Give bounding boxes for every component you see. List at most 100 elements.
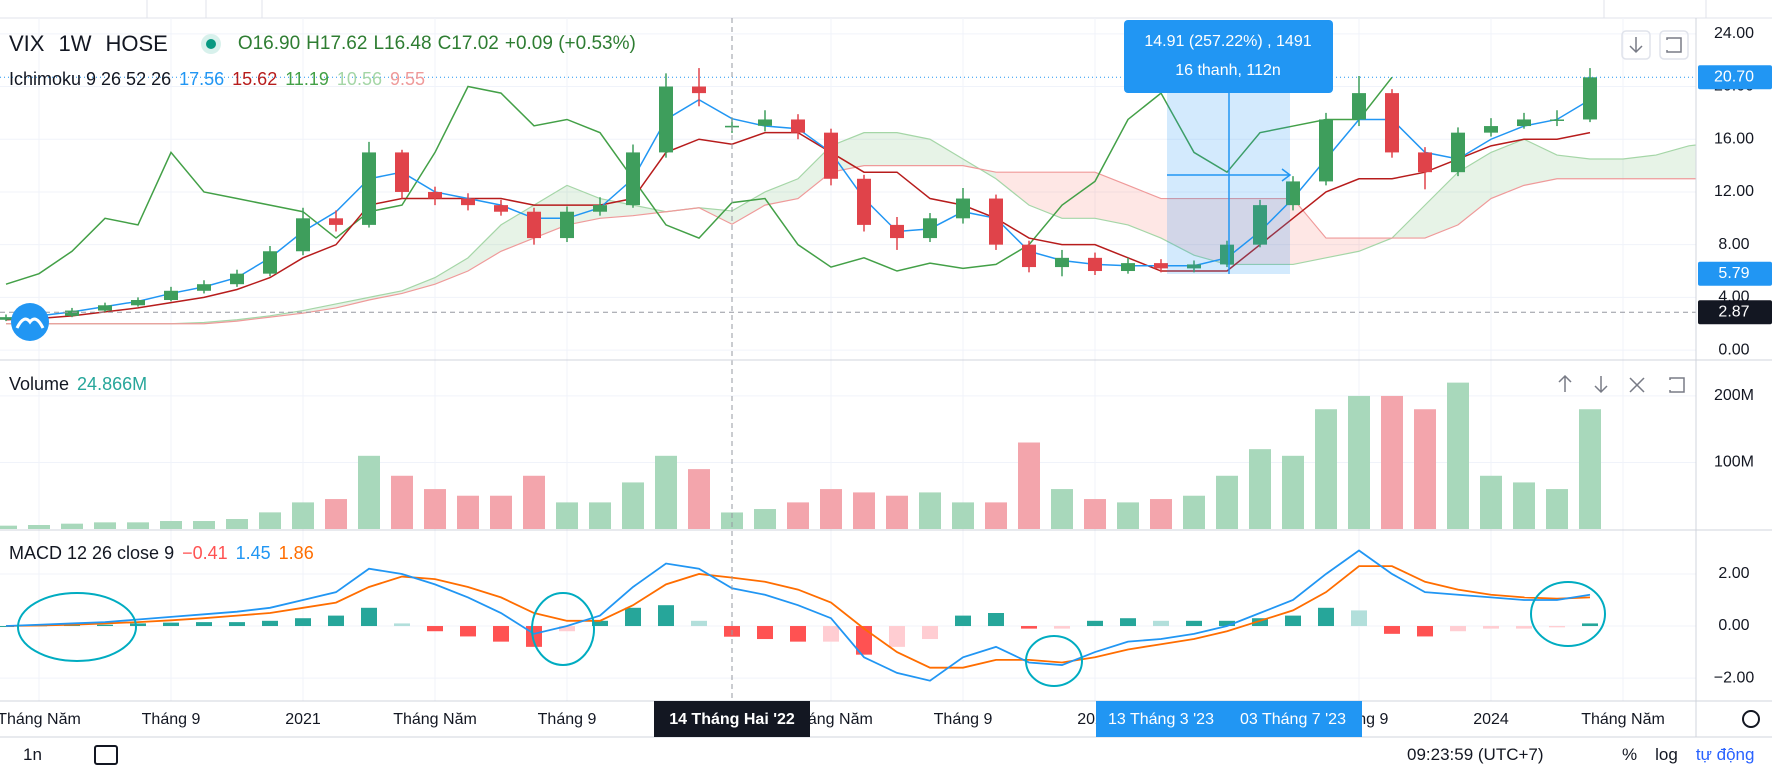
volume-bar	[1447, 382, 1469, 529]
measure-arrowhead	[1281, 168, 1292, 182]
histogram-bar	[1120, 618, 1136, 627]
x-tick-label: Tháng Năm	[1581, 711, 1665, 728]
price-label: 2.87	[1718, 303, 1749, 320]
calendar-icon[interactable]	[94, 745, 118, 765]
indicator-value: 1.86	[278, 543, 314, 563]
auto-button[interactable]: tự động	[1695, 745, 1755, 764]
volume-bar	[292, 502, 314, 529]
histogram-bar	[625, 607, 641, 627]
histogram-bar	[163, 622, 179, 627]
volume-bar	[61, 523, 83, 529]
histogram-bar	[1153, 620, 1169, 627]
measure-date-box	[1096, 701, 1362, 737]
volume-bar	[424, 489, 446, 529]
histogram-bar	[889, 626, 905, 647]
indicator-name: Ichimoku 9 26 52 26	[9, 69, 172, 89]
log-button[interactable]: log	[1655, 745, 1678, 764]
span-b-line	[6, 165, 1696, 325]
cloud-segment	[1227, 198, 1260, 265]
candle-body	[560, 211, 574, 239]
measure-text: 14.91 (257.22%) , 1491	[1144, 33, 1311, 50]
histogram-bar	[988, 613, 1004, 627]
histogram-bar	[1483, 626, 1499, 629]
candle-body	[527, 211, 541, 239]
settings-icon[interactable]	[1742, 710, 1760, 728]
indicator-value: 1.45	[235, 543, 271, 563]
candle-body	[1550, 119, 1564, 121]
time: 09:23:59 (UTC+7)	[1407, 745, 1544, 764]
histogram-bar	[1186, 620, 1202, 627]
cloud-segment	[1293, 198, 1326, 265]
histogram-bar	[361, 607, 377, 627]
range[interactable]: 1n	[23, 745, 42, 764]
histogram-bar	[823, 626, 839, 642]
volume-bar	[193, 521, 215, 529]
volume-bar	[556, 502, 578, 529]
candle-body	[1088, 257, 1102, 272]
percent-button[interactable]: %	[1622, 745, 1638, 764]
histogram-bar	[955, 615, 971, 627]
y-tick-label: 100M	[1714, 454, 1754, 471]
cloud-segment	[864, 132, 897, 166]
histogram-bar	[229, 622, 245, 627]
histogram-bar	[97, 624, 113, 627]
volume-bar	[1084, 499, 1106, 529]
cloud-segment	[1623, 155, 1656, 179]
y-tick-label: 12.00	[1714, 183, 1754, 200]
candle-body	[197, 284, 211, 291]
x-tick-label: Tháng 9	[142, 711, 201, 728]
histogram-bar	[691, 620, 707, 627]
y-tick-label: −2.00	[1714, 669, 1755, 686]
histogram-bar	[658, 605, 674, 627]
volume-bar	[1579, 409, 1601, 529]
cloud-segment	[501, 205, 534, 252]
price-label-box	[1698, 300, 1772, 325]
cloud-segment	[1557, 155, 1590, 179]
measure-date: 13 Tháng 3 '23	[1108, 711, 1214, 728]
range-button[interactable]: 1n	[23, 745, 42, 765]
histogram-bar	[559, 626, 575, 632]
volume-bar	[1249, 449, 1271, 529]
volume-bar	[1150, 499, 1172, 529]
volume-bar	[457, 495, 479, 529]
ohlc-value: L16.48	[373, 33, 432, 54]
histogram-bar	[394, 623, 410, 627]
histogram-bar	[427, 626, 443, 632]
volume-bar	[391, 475, 413, 529]
y-tick-label: 0.00	[1718, 617, 1749, 634]
candle-body	[131, 300, 145, 306]
x-tick-label: Tháng Năm	[393, 711, 477, 728]
cloud-segment	[765, 178, 798, 206]
price-label-box	[1698, 261, 1772, 286]
volume-bar	[1051, 489, 1073, 529]
cloud-segment	[1590, 159, 1623, 179]
pane-buttons	[1558, 30, 1689, 394]
candle-body	[1418, 152, 1432, 173]
volume-bar	[655, 455, 677, 529]
histogram-bar	[262, 620, 278, 627]
candle-body	[428, 191, 442, 199]
indicator-value: 24.866M	[77, 374, 148, 394]
candle-body	[362, 152, 376, 225]
cloud-segment	[1095, 172, 1128, 225]
y-tick-label: 24.00	[1714, 25, 1754, 42]
volume-pane	[0, 382, 1601, 529]
histogram-bar	[295, 618, 311, 627]
volume-bar	[1480, 475, 1502, 529]
candle-body	[1253, 205, 1267, 245]
histogram-bar	[1384, 626, 1400, 634]
pane-separators	[0, 18, 1772, 738]
candle-body	[1451, 132, 1465, 173]
candle-body	[395, 152, 409, 192]
histogram-bar	[1252, 618, 1268, 627]
cloud-segment	[1689, 144, 1696, 179]
volume-bar	[523, 475, 545, 529]
ohlc-value: O16.90	[237, 33, 301, 54]
volume-bar	[358, 455, 380, 529]
cloud-segment	[633, 205, 666, 216]
candle-body	[758, 119, 772, 126]
x-tick-label: Tháng Năm	[0, 711, 81, 728]
histogram-bar	[1417, 626, 1433, 637]
cloud-segment	[534, 185, 567, 239]
